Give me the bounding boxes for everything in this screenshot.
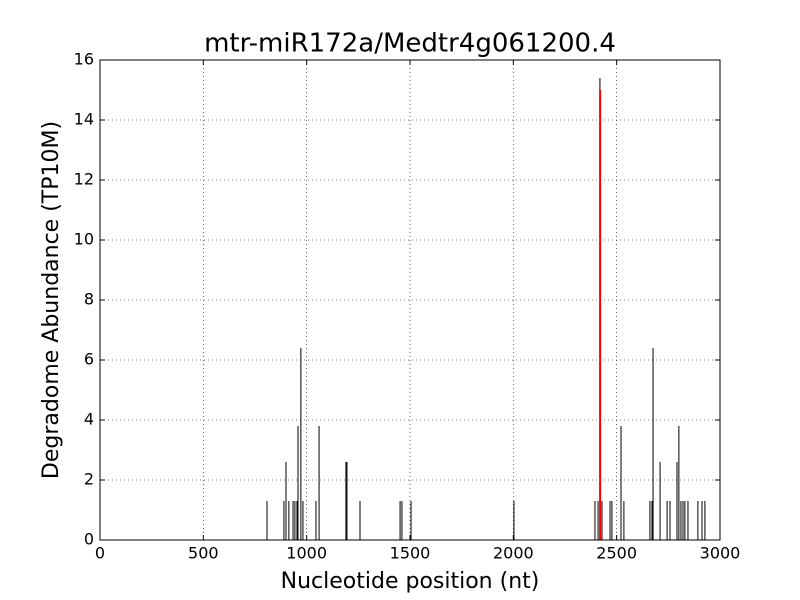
- y-tick-label: 6: [84, 350, 94, 369]
- y-tick-label: 12: [74, 170, 94, 189]
- y-tick-label: 4: [84, 410, 94, 429]
- y-tick-label: 2: [84, 470, 94, 489]
- x-tick-label: 1000: [286, 544, 327, 563]
- x-tick-label: 0: [95, 544, 105, 563]
- x-tick-label: 2000: [493, 544, 534, 563]
- y-tick-label: 8: [84, 290, 94, 309]
- x-axis-label: Nucleotide position (nt): [281, 569, 540, 594]
- chart-title: mtr-miR172a/Medtr4g061200.4: [204, 29, 616, 59]
- y-axis-label: Degradome Abundance (TP10M): [39, 121, 64, 479]
- x-tick-label: 2500: [596, 544, 637, 563]
- y-tick-label: 10: [74, 230, 94, 249]
- y-tick-label: 0: [84, 530, 94, 549]
- x-tick-label: 500: [188, 544, 219, 563]
- y-tick-label: 16: [74, 50, 94, 69]
- x-tick-label: 1500: [390, 544, 431, 563]
- plot-frame: [99, 59, 721, 541]
- x-tick-label: 3000: [700, 544, 741, 563]
- y-tick-label: 14: [74, 110, 94, 129]
